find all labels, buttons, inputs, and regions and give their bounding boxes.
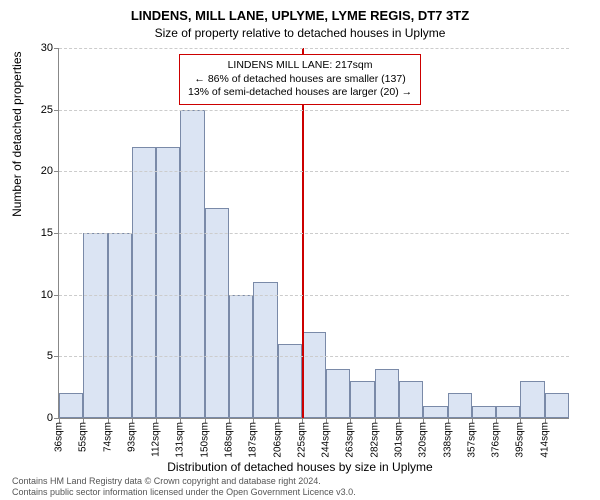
- chart-title-sub: Size of property relative to detached ho…: [0, 26, 600, 40]
- histogram-bar: [375, 369, 399, 418]
- gridline-h: [59, 110, 569, 111]
- x-tick-label: 395sqm: [515, 422, 526, 458]
- x-tick-label: 74sqm: [102, 422, 113, 452]
- gridline-h: [59, 48, 569, 49]
- gridline-h: [59, 356, 569, 357]
- histogram-bar: [108, 233, 132, 418]
- y-tick-mark: [54, 48, 59, 49]
- footer-line2: Contains public sector information licen…: [12, 487, 356, 498]
- y-tick-label: 5: [47, 350, 53, 362]
- x-axis-title: Distribution of detached houses by size …: [0, 460, 600, 474]
- y-tick-mark: [54, 110, 59, 111]
- histogram-bar: [472, 406, 496, 418]
- gridline-h: [59, 233, 569, 234]
- x-tick-label: 244sqm: [321, 422, 332, 458]
- histogram-bar: [448, 393, 472, 418]
- histogram-bar: [520, 381, 544, 418]
- y-axis-title: Number of detached properties: [10, 51, 24, 216]
- chart-title-main: LINDENS, MILL LANE, UPLYME, LYME REGIS, …: [0, 8, 600, 23]
- histogram-bar: [253, 282, 277, 418]
- footer-line1: Contains HM Land Registry data © Crown c…: [12, 476, 356, 487]
- histogram-bar: [399, 381, 423, 418]
- gridline-h: [59, 295, 569, 296]
- x-tick-label: 282sqm: [369, 422, 380, 458]
- y-tick-label: 30: [41, 42, 53, 54]
- x-tick-label: 168sqm: [224, 422, 235, 458]
- histogram-bar: [302, 332, 326, 418]
- histogram-bar: [496, 406, 520, 418]
- x-tick-label: 301sqm: [394, 422, 405, 458]
- histogram-bar: [59, 393, 83, 418]
- x-tick-label: 225sqm: [296, 422, 307, 458]
- histogram-bar: [156, 147, 180, 418]
- x-tick-label: 357sqm: [466, 422, 477, 458]
- y-tick-label: 0: [47, 412, 53, 424]
- histogram-bar: [545, 393, 569, 418]
- y-tick-label: 10: [41, 289, 53, 301]
- histogram-bar: [278, 344, 302, 418]
- x-tick-label: 320sqm: [418, 422, 429, 458]
- plot-area: LINDENS MILL LANE: 217sqm ← 86% of detac…: [58, 48, 569, 419]
- histogram-bar: [132, 147, 156, 418]
- y-tick-mark: [54, 356, 59, 357]
- x-tick-label: 414sqm: [539, 422, 550, 458]
- x-tick-label: 36sqm: [54, 422, 65, 452]
- histogram-bar: [180, 110, 204, 418]
- histogram-bar: [205, 208, 229, 418]
- y-tick-mark: [54, 233, 59, 234]
- callout-line2: ← 86% of detached houses are smaller (13…: [188, 73, 412, 87]
- x-tick-label: 263sqm: [345, 422, 356, 458]
- x-tick-label: 206sqm: [272, 422, 283, 458]
- gridline-h: [59, 171, 569, 172]
- footer: Contains HM Land Registry data © Crown c…: [12, 476, 356, 498]
- chart-container: LINDENS, MILL LANE, UPLYME, LYME REGIS, …: [0, 0, 600, 500]
- y-tick-label: 15: [41, 227, 53, 239]
- histogram-bar: [423, 406, 447, 418]
- x-tick-label: 112sqm: [151, 422, 162, 457]
- y-tick-label: 20: [41, 165, 53, 177]
- x-tick-label: 187sqm: [248, 422, 259, 458]
- x-tick-label: 376sqm: [491, 422, 502, 458]
- x-tick-label: 93sqm: [126, 422, 137, 452]
- y-tick-mark: [54, 171, 59, 172]
- x-tick-label: 131sqm: [175, 422, 186, 458]
- histogram-bar: [326, 369, 350, 418]
- x-tick-label: 150sqm: [199, 422, 210, 458]
- y-tick-mark: [54, 295, 59, 296]
- callout-title: LINDENS MILL LANE: 217sqm: [188, 59, 412, 73]
- histogram-bar: [350, 381, 374, 418]
- histogram-bar: [83, 233, 107, 418]
- x-tick-label: 55sqm: [78, 422, 89, 452]
- y-tick-label: 25: [41, 104, 53, 116]
- x-tick-label: 338sqm: [442, 422, 453, 458]
- callout-box: LINDENS MILL LANE: 217sqm ← 86% of detac…: [179, 54, 421, 105]
- callout-line3: 13% of semi-detached houses are larger (…: [188, 86, 412, 100]
